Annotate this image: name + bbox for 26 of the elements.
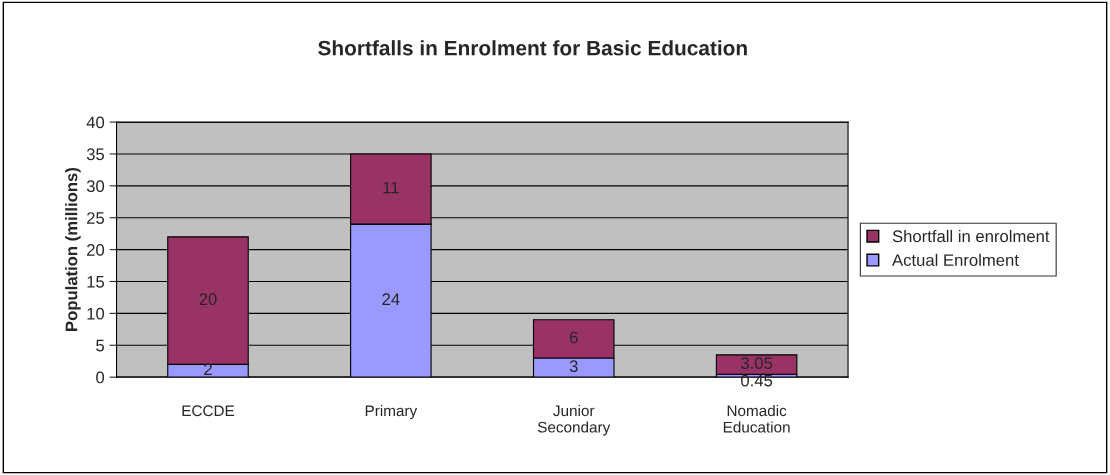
y-tick-label: 25 (87, 212, 105, 224)
x-tick-label: Primary (365, 404, 418, 420)
y-tick-label: 40 (86, 116, 105, 129)
x-tick-label: Nomadic Education (723, 404, 790, 433)
data-label: 11 (383, 181, 399, 194)
y-tick-label: 20 (87, 244, 105, 256)
y-tick-label: 10 (87, 307, 105, 320)
data-label: 2 (204, 363, 212, 376)
data-label: 24 (382, 293, 400, 305)
y-axis-title: Population (millions) (65, 168, 81, 331)
bar (715, 354, 798, 375)
y-tick-label: 30 (86, 180, 105, 193)
chart-title: Shortfalls in Enrolment for Basic Education (318, 40, 747, 56)
x-tick-label: ECCDE (182, 405, 235, 417)
legend-label: Actual Enrolment (892, 253, 1019, 267)
data-label: 20 (199, 293, 217, 306)
y-tick-label: 5 (96, 339, 105, 352)
data-label: 0.45 (741, 374, 773, 387)
x-tick-label: Junior Secondary (537, 404, 611, 436)
legend-label: Shortfall in enrolment (892, 229, 1050, 243)
data-label: 3 (569, 360, 578, 373)
y-tick-label: 0 (96, 371, 105, 384)
data-label: 6 (569, 331, 578, 344)
y-tick-label: 35 (86, 148, 105, 161)
data-label: 3.05 (741, 357, 773, 370)
y-tick-label: 15 (87, 276, 105, 288)
